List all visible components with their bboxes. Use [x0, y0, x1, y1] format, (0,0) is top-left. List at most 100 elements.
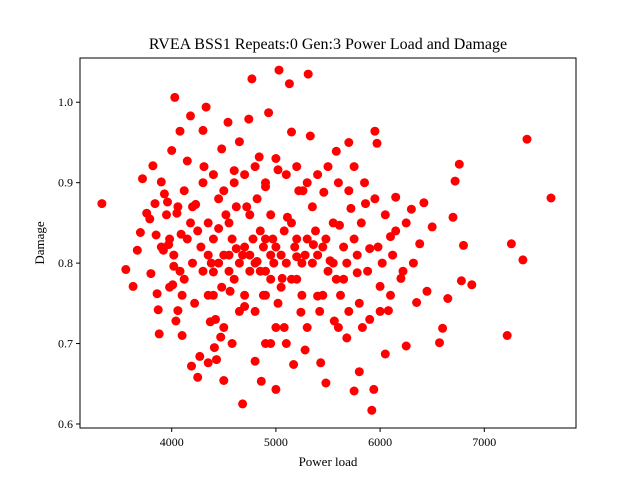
y-tick-label: 0.6	[58, 417, 73, 431]
data-point	[375, 281, 385, 291]
data-point	[276, 282, 286, 292]
data-point	[175, 266, 185, 276]
data-point	[454, 159, 464, 169]
data-point	[319, 187, 329, 197]
data-point	[173, 306, 183, 316]
data-point	[357, 323, 367, 332]
x-axis-ticks: 4000 5000 6000 7000	[160, 428, 496, 449]
data-point	[252, 194, 262, 204]
data-point	[256, 376, 266, 386]
data-point	[206, 258, 216, 268]
data-point	[287, 218, 296, 228]
data-point	[229, 274, 239, 284]
data-point	[187, 361, 196, 371]
data-point	[231, 244, 241, 254]
data-point	[271, 154, 281, 163]
data-point	[219, 186, 229, 196]
data-point	[354, 298, 364, 308]
data-point	[238, 250, 248, 260]
data-point	[300, 250, 310, 260]
data-point	[234, 137, 244, 147]
y-tick-label: 0.7	[58, 337, 73, 351]
data-point	[438, 323, 448, 333]
data-point	[150, 199, 160, 209]
data-point	[179, 274, 189, 284]
data-point	[179, 186, 189, 196]
data-point	[245, 250, 255, 260]
data-point	[281, 258, 291, 268]
data-point	[311, 226, 320, 236]
data-point	[203, 358, 213, 368]
data-point	[148, 161, 158, 171]
data-point	[386, 290, 395, 300]
data-point	[128, 281, 138, 291]
data-point	[229, 178, 239, 188]
data-point	[401, 218, 411, 228]
data-point	[391, 226, 401, 236]
data-point	[273, 298, 283, 308]
data-point	[245, 210, 255, 220]
data-point	[363, 266, 373, 276]
data-point	[467, 280, 477, 290]
data-point	[203, 250, 213, 260]
data-point	[167, 146, 177, 155]
data-point	[266, 250, 276, 260]
data-point	[245, 266, 255, 276]
data-point	[188, 258, 197, 268]
data-point	[176, 229, 186, 239]
data-point	[250, 162, 260, 172]
data-point	[171, 316, 181, 326]
data-point	[388, 250, 398, 260]
data-point	[165, 234, 175, 244]
data-point	[138, 174, 147, 184]
data-point	[546, 193, 556, 203]
data-point	[255, 226, 265, 236]
data-point	[279, 226, 289, 236]
data-point	[365, 244, 375, 254]
data-point	[349, 162, 359, 172]
data-point	[159, 189, 169, 199]
data-point	[271, 323, 281, 332]
data-point	[156, 177, 166, 187]
data-point	[219, 323, 229, 332]
data-point	[346, 203, 356, 213]
data-point	[247, 74, 257, 84]
data-point	[313, 170, 323, 180]
data-point	[203, 218, 213, 228]
y-axis-ticks: 0.6 0.7 0.8 0.9 1.0	[58, 95, 80, 431]
data-point	[422, 286, 432, 296]
data-point	[177, 290, 187, 300]
data-point	[242, 202, 252, 212]
data-point	[208, 234, 218, 244]
data-point	[121, 265, 131, 274]
data-point	[344, 306, 354, 316]
data-point	[217, 282, 227, 292]
data-point	[240, 170, 250, 180]
data-point	[212, 355, 221, 365]
data-point	[339, 242, 349, 252]
data-point	[342, 333, 352, 343]
data-point	[307, 258, 317, 268]
data-point	[344, 186, 354, 196]
data-point	[349, 386, 359, 396]
data-point	[336, 290, 345, 300]
data-point	[290, 242, 300, 252]
data-point	[435, 338, 444, 348]
data-point	[502, 331, 512, 340]
data-point	[135, 228, 145, 237]
data-point	[302, 178, 312, 188]
data-point	[156, 242, 166, 252]
data-point	[201, 102, 211, 112]
data-point	[198, 125, 208, 135]
data-point	[261, 290, 270, 300]
data-point	[250, 258, 260, 268]
data-point	[227, 234, 237, 244]
data-point	[163, 197, 172, 207]
data-point	[383, 306, 393, 316]
data-point	[370, 194, 380, 204]
data-point	[97, 199, 107, 209]
data-point	[165, 282, 175, 292]
data-point	[248, 234, 258, 244]
data-point	[459, 240, 468, 250]
data-point	[224, 266, 234, 276]
